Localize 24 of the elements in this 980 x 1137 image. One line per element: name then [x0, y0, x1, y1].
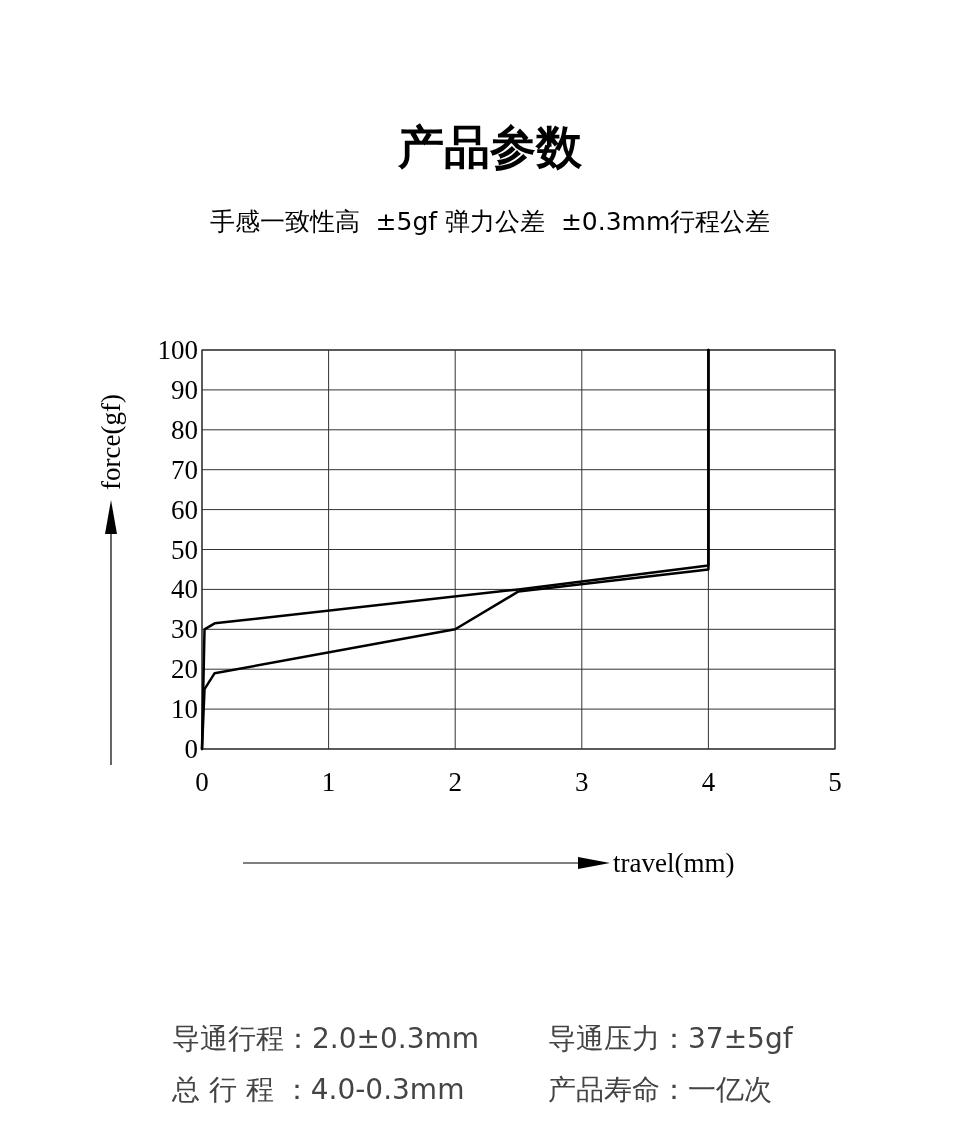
y-tick-label: 10: [171, 694, 198, 725]
y-tick-label: 50: [171, 534, 198, 565]
text: 产品寿命：一亿次: [548, 1073, 772, 1106]
x-axis-title: travel(mm): [613, 848, 735, 878]
y-tick-label: 30: [171, 614, 198, 645]
y-tick-label: 0: [184, 734, 198, 764]
y-tick-label: 20: [171, 654, 198, 685]
text: 导通行程：2.0±0.3mm: [172, 1022, 480, 1055]
y-tick-label: 70: [171, 454, 198, 485]
chart-subtitle: 手感一致性高 ±5gf 弹力公差 ±0.3mm行程公差: [209, 207, 771, 236]
x-tick-label: 5: [828, 767, 842, 797]
chart-title: 产品参数: [397, 120, 583, 174]
y-tick-label: 40: [171, 574, 198, 605]
x-tick-label: 1: [321, 767, 336, 797]
x-tick-label: 4: [701, 767, 716, 797]
y-tick-label: 90: [171, 374, 198, 405]
x-tick-label: 3: [575, 767, 589, 797]
y-tick-label: 60: [171, 494, 198, 525]
x-tick-label: 2: [448, 767, 462, 797]
text: 导通压力：37±5gf: [548, 1022, 794, 1055]
y-axis-title: force(gf): [96, 394, 126, 490]
text: 总 行 程 ：4.0-0.3mm: [171, 1073, 465, 1106]
y-tick-label: 80: [171, 414, 198, 445]
y-tick-label: 100: [157, 335, 198, 365]
